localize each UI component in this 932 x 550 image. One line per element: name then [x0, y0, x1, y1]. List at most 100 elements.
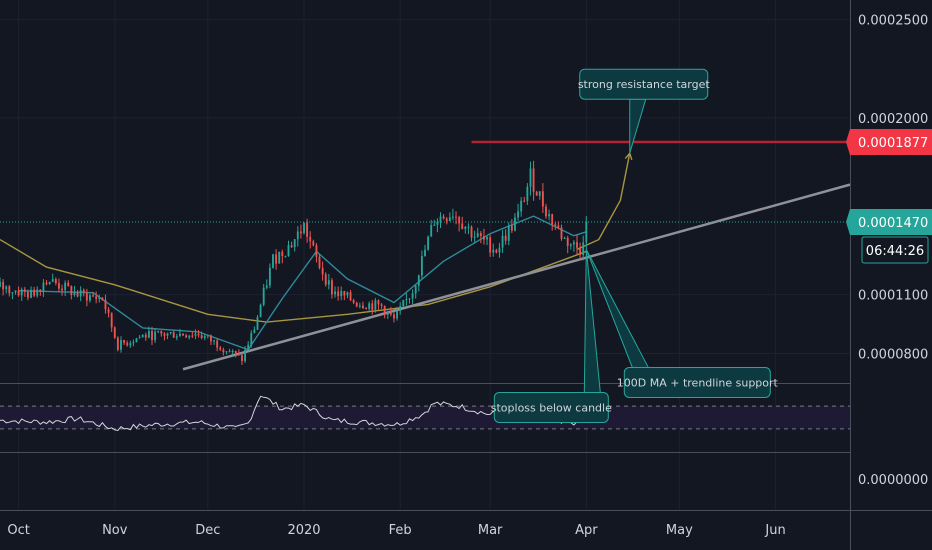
- price-tick-label: 0.0001100: [858, 289, 928, 304]
- annotations: strong resistance target 100D MA + trendl…: [491, 68, 779, 423]
- candle-body: [346, 292, 349, 296]
- time-tick-label: Dec: [195, 523, 220, 538]
- candle-body: [582, 242, 585, 256]
- candle-body: [340, 291, 343, 297]
- candle-body: [458, 217, 461, 224]
- candle-body: [576, 242, 578, 248]
- candle-body: [216, 340, 219, 348]
- candle-body: [538, 191, 541, 196]
- candle-body: [154, 331, 157, 341]
- candle-body: [380, 304, 383, 307]
- price-tag-text: 0.0001470: [858, 216, 928, 231]
- candle-body: [237, 353, 240, 355]
- candle-body: [54, 279, 57, 284]
- candle-body: [566, 237, 569, 246]
- candle-body: [355, 302, 358, 307]
- candle-body: [318, 256, 321, 268]
- candle-body: [206, 335, 209, 337]
- candle-body: [67, 282, 70, 287]
- candle-body: [476, 233, 479, 238]
- candle-body: [275, 254, 278, 264]
- candle-body: [30, 289, 32, 298]
- rsi-zero-tick-label: 0.0000000: [858, 473, 928, 488]
- candle-body: [48, 281, 51, 285]
- candle-body: [138, 337, 141, 339]
- candle-body: [157, 330, 160, 332]
- time-tick-label: Jun: [764, 523, 785, 538]
- candle-body: [306, 222, 309, 237]
- candle-body: [563, 237, 566, 239]
- candle-body: [241, 354, 243, 362]
- candle-body: [551, 214, 554, 225]
- candle-body: [268, 267, 271, 286]
- candle-body: [396, 310, 399, 319]
- candle-body: [116, 337, 119, 350]
- candle-body: [383, 306, 386, 315]
- candle-body: [175, 336, 178, 338]
- candle-body: [58, 283, 60, 289]
- candle-body: [569, 244, 572, 246]
- candle-body: [17, 290, 20, 296]
- candle-body: [129, 343, 132, 346]
- candle-body: [433, 224, 436, 226]
- price-tag: [846, 208, 932, 235]
- candle-body: [123, 340, 126, 343]
- callout-text: strong resistance target: [578, 78, 711, 91]
- candle-body: [374, 300, 377, 310]
- candle-body: [95, 296, 98, 299]
- price-tag-text: 0.0001877: [858, 136, 928, 151]
- candle-body: [281, 251, 284, 257]
- candle-body: [535, 191, 538, 196]
- candle-body: [439, 216, 442, 222]
- candle-body: [163, 333, 166, 336]
- time-tick-label: May: [666, 523, 693, 538]
- candle-body: [548, 214, 551, 217]
- time-tick-label: Apr: [575, 523, 598, 538]
- candle-body: [442, 216, 445, 219]
- candle-body: [70, 286, 73, 296]
- candle-body: [461, 223, 464, 229]
- candle-body: [321, 267, 324, 275]
- candle-body: [2, 281, 5, 290]
- candle-body: [365, 308, 367, 310]
- time-tick-label: Oct: [7, 523, 29, 538]
- candle-body: [408, 298, 411, 300]
- candle-body: [337, 291, 340, 297]
- candle-body: [327, 280, 330, 285]
- candle-body: [85, 293, 88, 301]
- candle-body: [113, 327, 116, 338]
- candle-body: [523, 200, 526, 202]
- time-tick-label: Nov: [102, 523, 128, 538]
- callout-box: [493, 391, 609, 423]
- candle-body: [26, 291, 29, 298]
- candle-body: [23, 289, 26, 292]
- candle-body: [557, 225, 560, 228]
- candle-body: [64, 282, 67, 291]
- candle-body: [299, 231, 302, 234]
- candle-body: [73, 291, 76, 296]
- candle-body: [225, 351, 228, 353]
- candle-body: [188, 335, 191, 338]
- candle-body: [104, 299, 107, 310]
- candle-body: [98, 297, 101, 299]
- candlestick-series: [0, 160, 588, 365]
- candle-body: [501, 235, 504, 248]
- candle-body: [200, 335, 203, 339]
- candle-body: [517, 211, 519, 218]
- candle-body: [464, 226, 467, 229]
- candle-body: [362, 305, 364, 309]
- candle-body: [579, 247, 582, 256]
- candle-body: [234, 351, 237, 354]
- candle-body: [479, 233, 482, 237]
- candle-body: [486, 237, 488, 240]
- candle-body: [377, 300, 380, 305]
- candle-body: [420, 256, 423, 276]
- candle-body: [520, 200, 523, 212]
- candle-body: [324, 274, 327, 285]
- candle-body: [101, 297, 104, 300]
- candle-body: [213, 340, 215, 342]
- candle-body: [492, 249, 495, 253]
- candle-body: [554, 224, 557, 226]
